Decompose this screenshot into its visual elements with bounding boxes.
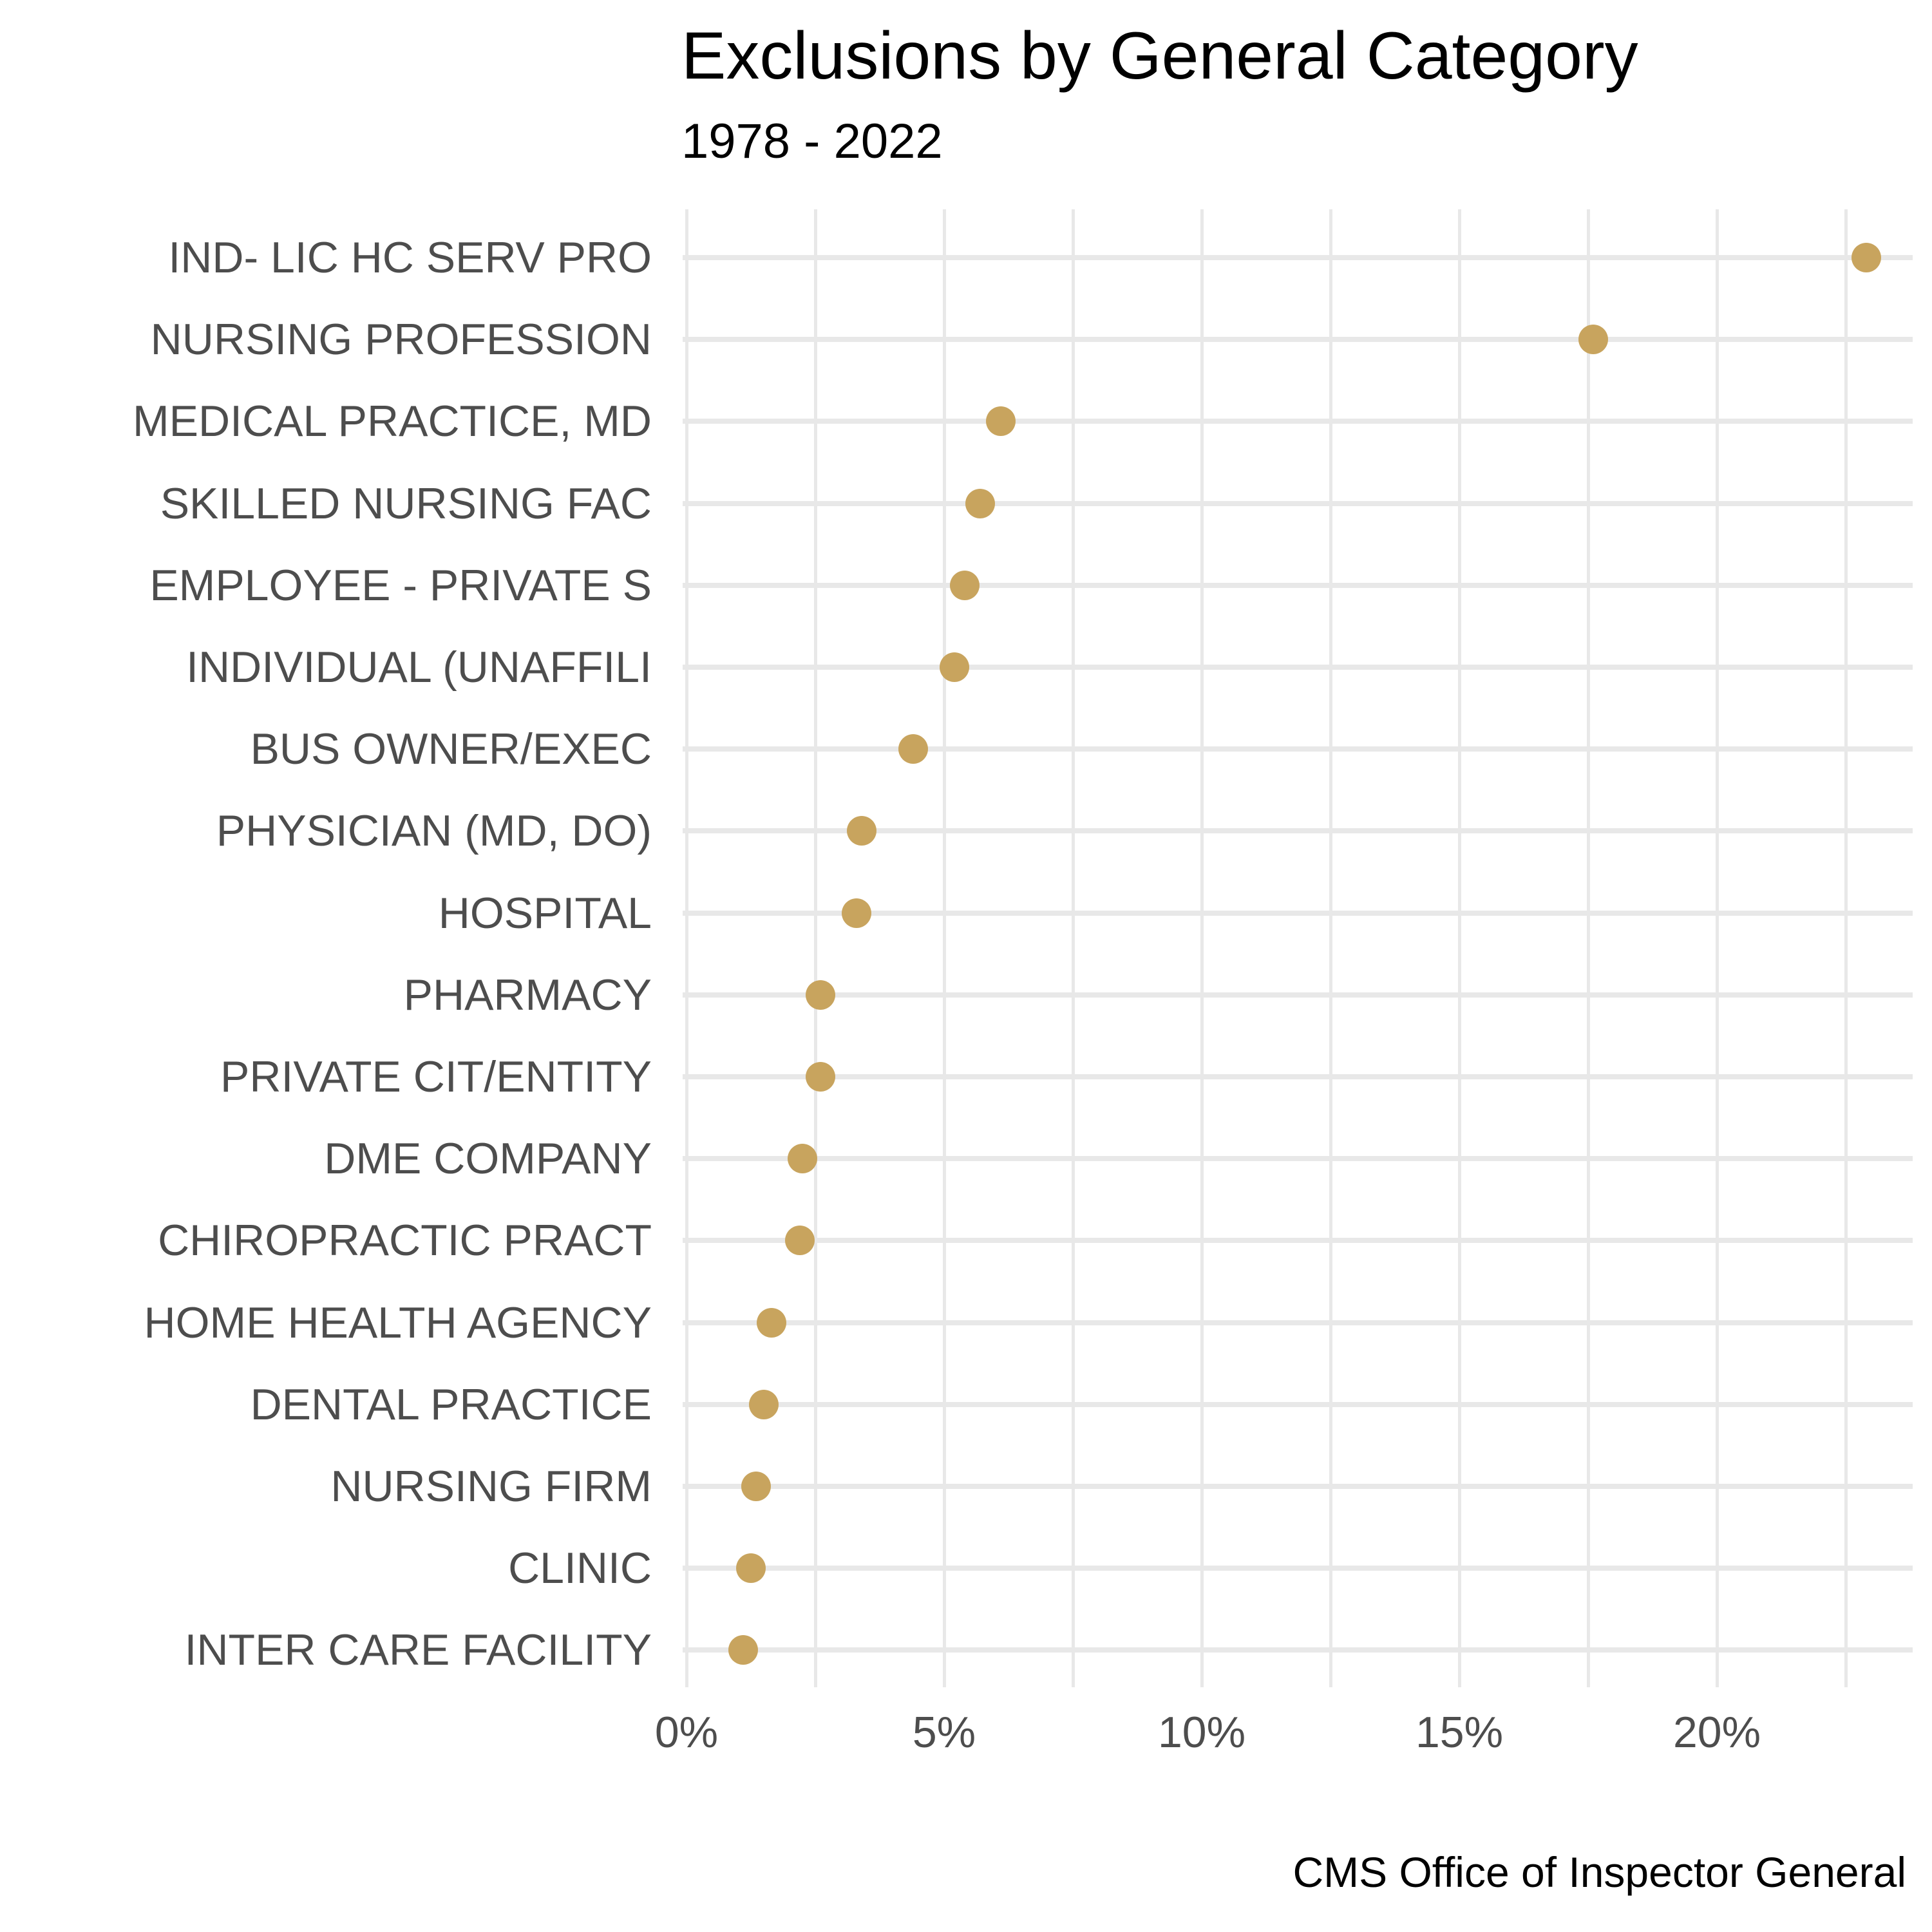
horizontal-gridline (683, 1484, 1913, 1489)
category-label: SKILLED NURSING FAC (160, 478, 652, 528)
category-label: DENTAL PRACTICE (250, 1379, 652, 1429)
data-point-dot (965, 488, 995, 518)
horizontal-gridline (683, 337, 1913, 343)
horizontal-gridline (683, 992, 1913, 998)
vertical-gridline (1329, 209, 1332, 1687)
vertical-gridline (813, 209, 817, 1687)
chart-caption: CMS Office of Inspector General (1293, 1848, 1906, 1896)
data-point-dot (1852, 243, 1881, 272)
category-label: INTER CARE FACILITY (184, 1625, 652, 1675)
data-point-dot (898, 734, 928, 764)
data-point-dot (842, 898, 871, 928)
x-tick-label: 0% (654, 1708, 719, 1757)
category-label: PHARMACY (403, 970, 652, 1019)
vertical-gridline (1457, 209, 1461, 1687)
data-point-dot (749, 1389, 779, 1419)
vertical-gridline (1586, 209, 1590, 1687)
category-label: BUS OWNER/EXEC (250, 724, 652, 774)
plot-panel (683, 209, 1913, 1687)
data-point-dot (741, 1472, 771, 1501)
category-label: MEDICAL PRACTICE, MD (132, 397, 652, 446)
x-tick-label: 20% (1672, 1708, 1761, 1757)
vertical-gridline (1844, 209, 1848, 1687)
horizontal-gridline (683, 828, 1913, 834)
data-point-dot (785, 1226, 815, 1256)
x-tick-label: 15% (1415, 1708, 1504, 1757)
data-point-dot (1578, 325, 1608, 355)
x-tick-label: 10% (1157, 1708, 1246, 1757)
data-point-dot (806, 1062, 835, 1092)
vertical-gridline (942, 209, 946, 1687)
category-label: NURSING FIRM (330, 1462, 652, 1511)
data-point-dot (806, 980, 835, 1010)
category-label: CHIROPRACTIC PRACT (158, 1216, 652, 1265)
data-point-dot (950, 570, 980, 600)
chart-subtitle: 1978 - 2022 (681, 114, 943, 169)
category-label: HOSPITAL (438, 888, 652, 938)
horizontal-gridline (683, 1156, 1913, 1162)
horizontal-gridline (683, 419, 1913, 424)
data-point-dot (940, 652, 969, 682)
horizontal-gridline (683, 1320, 1913, 1325)
horizontal-gridline (683, 1401, 1913, 1407)
horizontal-gridline (683, 746, 1913, 752)
category-label: NURSING PROFESSION (150, 315, 652, 365)
horizontal-gridline (683, 1647, 1913, 1653)
category-label: EMPLOYEE - PRIVATE S (149, 560, 652, 610)
category-label: DME COMPANY (324, 1134, 652, 1184)
category-label: IND- LIC HC SERV PRO (168, 233, 652, 282)
horizontal-gridline (683, 500, 1913, 506)
chart-title: Exclusions by General Category (681, 19, 1638, 93)
data-point-dot (728, 1635, 758, 1665)
vertical-gridline (1200, 209, 1204, 1687)
vertical-gridline (685, 209, 688, 1687)
data-point-dot (788, 1144, 817, 1174)
horizontal-gridline (683, 665, 1913, 670)
category-label: HOME HEALTH AGENCY (144, 1298, 652, 1347)
horizontal-gridline (683, 1238, 1913, 1244)
data-point-dot (847, 816, 876, 846)
data-point-dot (986, 406, 1016, 437)
horizontal-gridline (683, 1566, 1913, 1571)
category-label: INDIVIDUAL (UNAFFILI (186, 643, 652, 692)
horizontal-gridline (683, 582, 1913, 588)
data-point-dot (757, 1307, 786, 1338)
x-tick-label: 5% (912, 1708, 976, 1757)
category-label: CLINIC (508, 1544, 652, 1593)
category-label: PRIVATE CIT/ENTITY (220, 1052, 652, 1101)
vertical-gridline (1715, 209, 1719, 1687)
horizontal-gridline (683, 1074, 1913, 1079)
data-point-dot (736, 1553, 766, 1584)
vertical-gridline (1071, 209, 1075, 1687)
category-label: PHYSICIAN (MD, DO) (216, 806, 652, 856)
horizontal-gridline (683, 255, 1913, 260)
horizontal-gridline (683, 910, 1913, 916)
